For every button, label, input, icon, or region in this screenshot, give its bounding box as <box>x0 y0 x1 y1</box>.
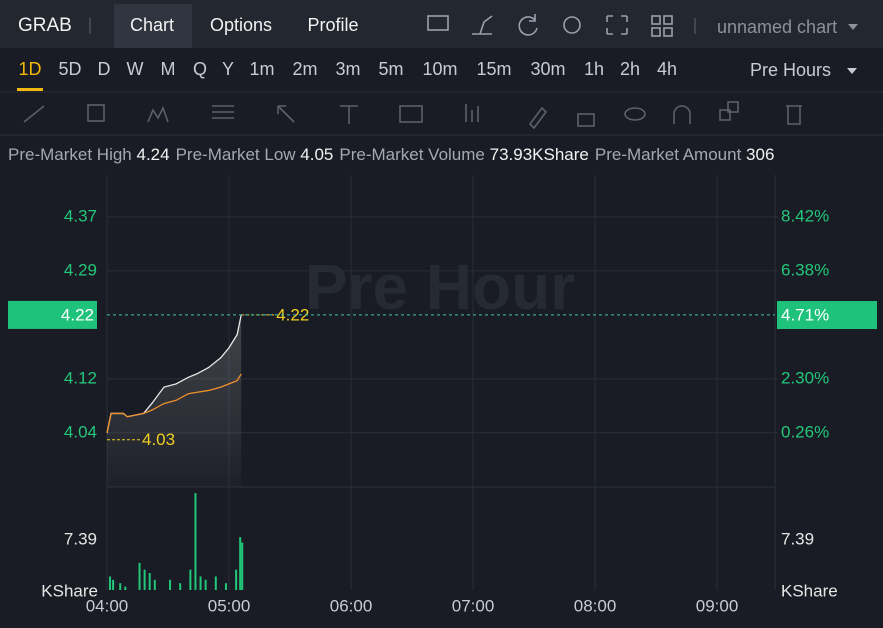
chart-name[interactable]: unnamed chart <box>717 17 837 37</box>
volume-bar <box>235 569 238 590</box>
volume-bar <box>119 583 122 590</box>
x-tick-label: 08:00 <box>574 596 617 615</box>
active-tab[interactable] <box>114 4 192 48</box>
session-select[interactable]: Pre Hours <box>750 60 831 80</box>
tab[interactable]: Options <box>210 15 272 35</box>
symbol: GRAB <box>18 15 72 36</box>
drawing-toolbar[interactable] <box>23 101 802 130</box>
volume-unit: KShare <box>41 581 98 600</box>
volume-bar <box>112 579 115 590</box>
volume-bar <box>239 537 242 590</box>
timeframe[interactable]: 30m <box>530 59 565 79</box>
x-tick-label: 05:00 <box>208 596 251 615</box>
volume-bar <box>153 579 156 590</box>
x-tick-label: 06:00 <box>330 596 373 615</box>
timeframe[interactable]: 10m <box>422 59 457 79</box>
timeframe[interactable]: 2m <box>292 59 317 79</box>
x-tick-label: 09:00 <box>696 596 739 615</box>
volume-bar <box>194 493 197 590</box>
volume-bar <box>148 573 151 590</box>
y-tick-label: 4.12 <box>64 368 97 387</box>
stat-value: 4.05 <box>300 145 334 164</box>
timeframe[interactable]: 1h <box>584 59 604 79</box>
timeframe[interactable]: M <box>161 59 176 79</box>
timeframe[interactable]: 5m <box>378 59 403 79</box>
timeframe[interactable]: 2h <box>620 59 640 79</box>
volume-tick-label: 7.39 <box>781 529 814 548</box>
y-tick-label: 4.04 <box>64 422 97 441</box>
volume-bar <box>124 586 127 590</box>
stat-label: Pre-Market Amount <box>594 145 747 164</box>
stat-label: Pre-Market High <box>8 145 137 164</box>
volume-bar <box>199 576 202 590</box>
price-tag <box>777 301 877 330</box>
stat-label: Pre-Market Volume <box>339 145 490 164</box>
volume-bar <box>189 569 192 590</box>
x-tick-label: 07:00 <box>452 596 495 615</box>
y-tick-label: 4.37 <box>64 206 97 225</box>
volume-tick-label: 7.39 <box>64 529 97 548</box>
y2-tick-label: 8.42% <box>781 206 829 225</box>
annotation-label: 4.03 <box>142 430 175 449</box>
stat-label: Pre-Market Low <box>175 145 301 164</box>
header-icons[interactable] <box>427 14 673 37</box>
volume-bar <box>204 579 207 590</box>
timeframe[interactable]: 3m <box>335 59 360 79</box>
volume-bar <box>109 576 112 590</box>
timeframe[interactable]: 1D <box>18 59 41 79</box>
timeframe[interactable]: Q <box>193 59 207 79</box>
x-tick-label: 04:00 <box>86 596 129 615</box>
volume-bar <box>138 562 141 590</box>
stat-value: 73.93KShare <box>489 145 589 164</box>
timeframe[interactable]: Y <box>222 59 234 79</box>
stat-value: 306 <box>746 145 775 164</box>
annotation-label: 4.22 <box>276 305 309 324</box>
volume-bar <box>143 569 146 590</box>
timeframe[interactable]: D <box>98 59 111 79</box>
dropdown-arrow[interactable] <box>847 68 857 74</box>
y2-tick-label: 2.30% <box>781 368 829 387</box>
y-tick-label: 4.29 <box>64 260 97 279</box>
line <box>106 373 242 434</box>
y2-tick-label: 0.26% <box>781 422 829 441</box>
volume-bar <box>214 576 217 590</box>
volume-bar <box>241 542 244 590</box>
volume-bar <box>224 583 227 590</box>
price-tag <box>8 300 97 329</box>
timeframe[interactable]: 15m <box>476 59 511 79</box>
tab[interactable]: Chart <box>130 15 174 35</box>
dropdown-arrow[interactable] <box>848 24 858 30</box>
price-tag-label: 4.71% <box>781 306 829 325</box>
timeframe[interactable]: 1m <box>249 59 274 79</box>
timeframe[interactable]: W <box>127 59 144 79</box>
pre-market-stats: Pre-Market High 4.24 Pre-Market Low 4.05 P… <box>8 145 883 165</box>
volume-bar <box>179 583 182 590</box>
y2-tick-label: 6.38% <box>781 260 829 279</box>
tab[interactable]: Profile <box>307 15 358 35</box>
timeframe[interactable]: 4h <box>657 59 677 79</box>
stat-value: 4.24 <box>136 145 170 164</box>
price-tag-label: 4.22 <box>61 305 94 324</box>
timeframe[interactable]: 5D <box>58 59 81 79</box>
volume-bar <box>169 579 172 590</box>
watermark: Pre Hour <box>305 251 575 323</box>
active-underline <box>17 88 43 91</box>
volume-unit: KShare <box>781 581 838 600</box>
